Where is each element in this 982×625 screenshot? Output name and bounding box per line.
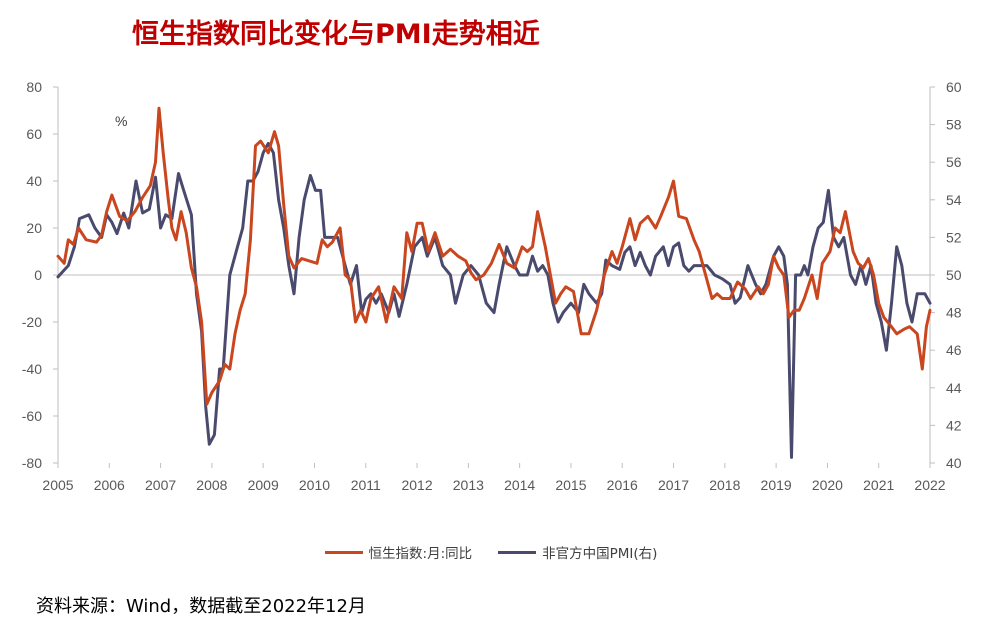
left-tick-label: 20 bbox=[26, 220, 42, 236]
series-line-pmi bbox=[56, 141, 932, 459]
x-tick-label: 2018 bbox=[709, 477, 740, 493]
x-tick-label: 2007 bbox=[145, 477, 176, 493]
x-tick-label: 2008 bbox=[196, 477, 227, 493]
x-tick-label: 2010 bbox=[299, 477, 330, 493]
legend-item-hsi: 恒生指数:月:同比 bbox=[324, 542, 473, 562]
legend: 恒生指数:月:同比 非官方中国PMI(右) bbox=[0, 542, 982, 562]
source-note: 资料来源：Wind，数据截至2022年12月 bbox=[36, 596, 366, 617]
right-tick-label: 44 bbox=[946, 380, 962, 396]
x-axis-ticks: 2005 2006 2007 2008 2009 2010 2011 2012 2013 2014… bbox=[42, 463, 946, 493]
x-tick-label: 2016 bbox=[607, 477, 638, 493]
legend-swatch-pmi bbox=[498, 550, 537, 554]
left-tick-label: -80 bbox=[22, 455, 42, 471]
left-tick-label: 0 bbox=[34, 267, 42, 283]
x-tick-label: 2013 bbox=[453, 477, 484, 493]
right-tick-label: 60 bbox=[946, 79, 962, 95]
x-tick-label: 2012 bbox=[401, 477, 432, 493]
chart-title: 恒生指数同比变化与PMI走势相近 bbox=[132, 19, 540, 50]
legend-label-pmi: 非官方中国PMI(右) bbox=[542, 546, 658, 562]
left-tick-label: 80 bbox=[26, 79, 42, 95]
x-tick-label: 2017 bbox=[658, 477, 689, 493]
x-tick-label: 2020 bbox=[812, 477, 843, 493]
x-tick-label: 2021 bbox=[863, 477, 894, 493]
legend-swatch-hsi bbox=[324, 550, 363, 554]
right-tick-label: 42 bbox=[946, 417, 962, 433]
right-tick-label: 50 bbox=[946, 267, 962, 283]
right-tick-label: 40 bbox=[946, 455, 962, 471]
x-tick-label: 2011 bbox=[351, 477, 381, 493]
x-tick-label: 2009 bbox=[248, 477, 279, 493]
legend-item-pmi: 非官方中国PMI(右) bbox=[498, 542, 657, 562]
left-tick-label: 60 bbox=[26, 126, 42, 142]
x-tick-label: 2006 bbox=[94, 477, 125, 493]
left-axis-ticks: 80 60 40 20 0 -20 -40 -60 -80 bbox=[22, 79, 58, 471]
left-tick-label: -60 bbox=[22, 408, 42, 424]
right-tick-label: 52 bbox=[946, 229, 962, 245]
x-tick-label: 2014 bbox=[504, 477, 535, 493]
left-tick-label: 40 bbox=[26, 173, 42, 189]
x-tick-label: 2022 bbox=[914, 477, 945, 493]
right-tick-label: 48 bbox=[946, 305, 962, 321]
left-tick-label: -40 bbox=[22, 361, 42, 377]
x-tick-label: 2005 bbox=[42, 477, 73, 493]
right-tick-label: 58 bbox=[946, 117, 962, 133]
x-tick-label: 2015 bbox=[555, 477, 586, 493]
right-tick-label: 46 bbox=[946, 342, 962, 358]
right-tick-label: 54 bbox=[946, 192, 962, 208]
legend-label-hsi: 恒生指数:月:同比 bbox=[368, 546, 473, 562]
series-line-hsi bbox=[56, 106, 932, 406]
series-lines bbox=[56, 106, 932, 459]
left-tick-label: -20 bbox=[22, 314, 42, 330]
line-chart: 80 60 40 20 0 -20 -40 -60 -80 60 58 56 54 52 50 48 46 44… bbox=[22, 79, 962, 493]
left-unit-label: % bbox=[115, 113, 127, 129]
right-axis-ticks: 60 58 56 54 52 50 48 46 44 42 40 bbox=[930, 79, 962, 471]
right-tick-label: 56 bbox=[946, 154, 962, 170]
x-tick-label: 2019 bbox=[761, 477, 792, 493]
